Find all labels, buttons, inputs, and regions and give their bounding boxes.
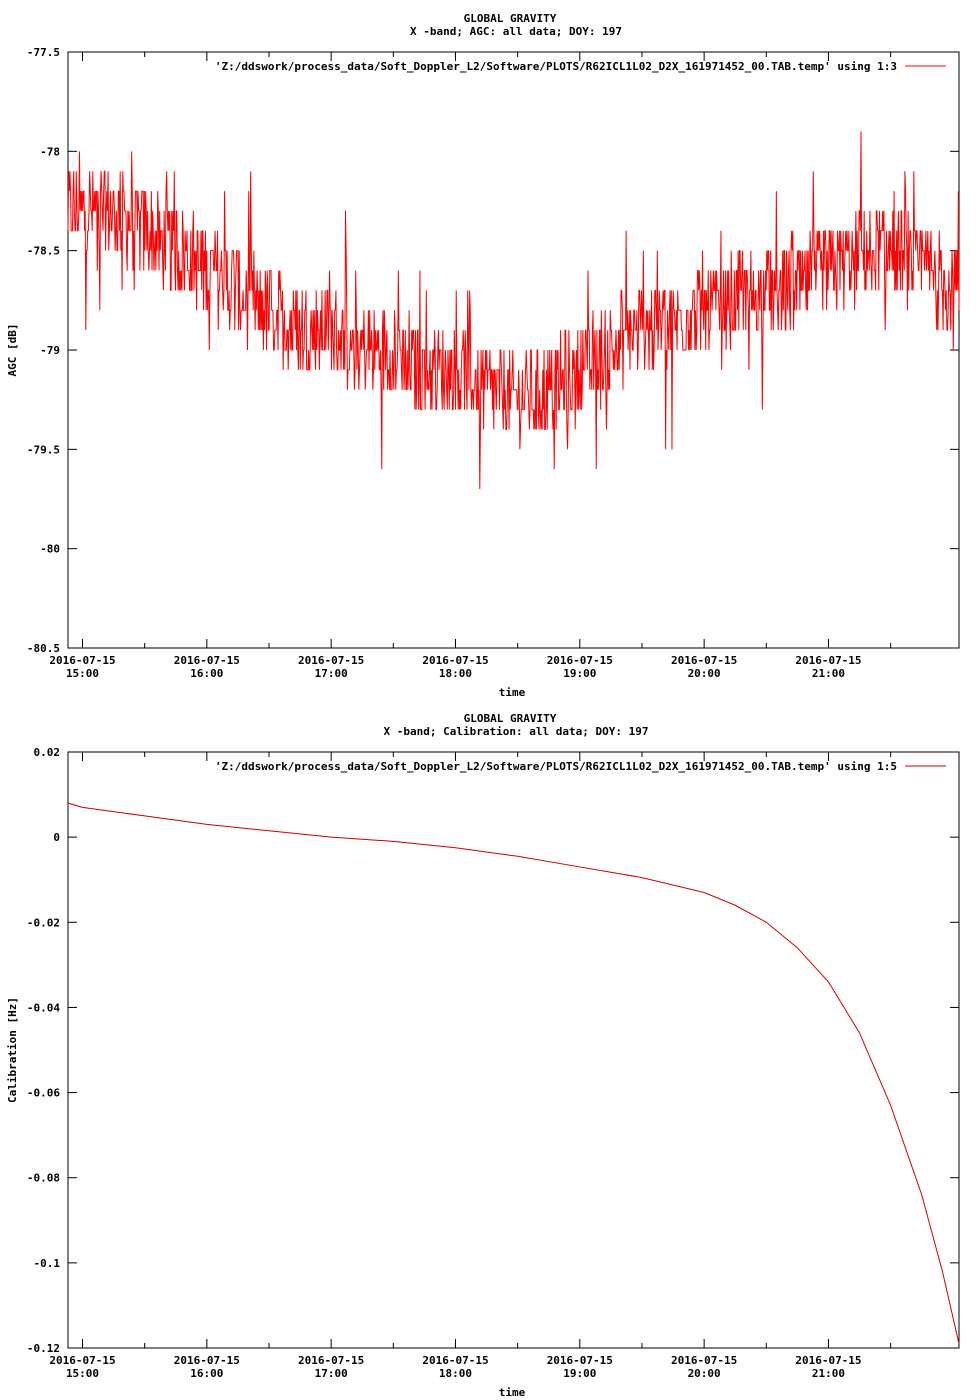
x-tick-label: 2016-07-15	[795, 654, 861, 667]
x-tick-label: 2016-07-15	[49, 1354, 115, 1367]
x-tick-label: 2016-07-15	[49, 654, 115, 667]
y-tick-label: -79	[40, 344, 60, 357]
x-tick-label: 21:00	[812, 1367, 845, 1380]
x-tick-label: 2016-07-15	[422, 1354, 488, 1367]
chart-subtitle: X -band; AGC: all data; DOY: 197	[410, 25, 622, 38]
y-tick-label: -0.1	[34, 1257, 61, 1270]
chart-subtitle: X -band; Calibration: all data; DOY: 197	[384, 725, 649, 738]
plot-frame	[67, 51, 960, 649]
y-tick-label: -77.5	[27, 46, 60, 59]
x-tick-label: 20:00	[688, 1367, 721, 1380]
y-tick-label: -0.04	[27, 1001, 60, 1014]
y-tick-label: -80	[40, 543, 60, 556]
x-tick-label: 16:00	[190, 1367, 223, 1380]
y-tick-label: -79.5	[27, 443, 60, 456]
x-axis-label: time	[499, 1386, 526, 1399]
plot-frame	[67, 751, 960, 1349]
x-tick-label: 19:00	[563, 1367, 596, 1380]
x-tick-label: 18:00	[439, 667, 472, 680]
calibration-chart: GLOBAL GRAVITY X -band; Calibration: all…	[6, 712, 960, 1399]
y-axis-label: AGC [dB]	[6, 324, 19, 377]
x-tick-label: 19:00	[563, 667, 596, 680]
series-line	[67, 131, 960, 490]
x-tick-label: 2016-07-15	[795, 1354, 861, 1367]
x-tick-label: 2016-07-15	[298, 654, 364, 667]
x-tick-label: 16:00	[190, 667, 223, 680]
y-tick-label: -0.12	[27, 1342, 60, 1355]
x-tick-label: 21:00	[812, 667, 845, 680]
y-tick-label: -0.02	[27, 916, 60, 929]
y-tick-label: -78.5	[27, 245, 60, 258]
x-tick-label: 2016-07-15	[174, 654, 240, 667]
y-tick-label: -0.06	[27, 1087, 60, 1100]
x-tick-label: 2016-07-15	[422, 654, 488, 667]
x-tick-label: 17:00	[315, 1367, 348, 1380]
x-tick-label: 2016-07-15	[671, 1354, 737, 1367]
x-tick-label: 15:00	[66, 667, 99, 680]
x-tick-label: 2016-07-15	[174, 1354, 240, 1367]
y-tick-label: 0.02	[34, 746, 61, 759]
y-tick-label: 0	[53, 831, 60, 844]
x-tick-label: 18:00	[439, 1367, 472, 1380]
x-axis-label: time	[499, 686, 526, 699]
x-tick-label: 2016-07-15	[298, 1354, 364, 1367]
agc-chart: GLOBAL GRAVITY X -band; AGC: all data; D…	[6, 12, 960, 699]
x-tick-label: 20:00	[688, 667, 721, 680]
plot-area: -77.5-78-78.5-79-79.5-80-80.52016-07-151…	[27, 46, 960, 680]
x-tick-label: 17:00	[315, 667, 348, 680]
y-tick-label: -0.08	[27, 1172, 60, 1185]
legend-label: 'Z:/ddswork/process_data/Soft_Doppler_L2…	[215, 760, 897, 773]
y-tick-label: -80.5	[27, 642, 60, 655]
x-tick-label: 2016-07-15	[547, 654, 613, 667]
series-line	[67, 802, 960, 1344]
y-axis-label: Calibration [Hz]	[6, 997, 19, 1103]
legend-label: 'Z:/ddswork/process_data/Soft_Doppler_L2…	[215, 60, 897, 73]
x-tick-label: 2016-07-15	[671, 654, 737, 667]
x-tick-label: 15:00	[66, 1367, 99, 1380]
plot-area: 0.020-0.02-0.04-0.06-0.08-0.1-0.122016-0…	[27, 746, 960, 1380]
x-tick-label: 2016-07-15	[547, 1354, 613, 1367]
chart-title: GLOBAL GRAVITY	[464, 12, 557, 25]
chart-title: GLOBAL GRAVITY	[464, 712, 557, 725]
y-tick-label: -78	[40, 145, 60, 158]
